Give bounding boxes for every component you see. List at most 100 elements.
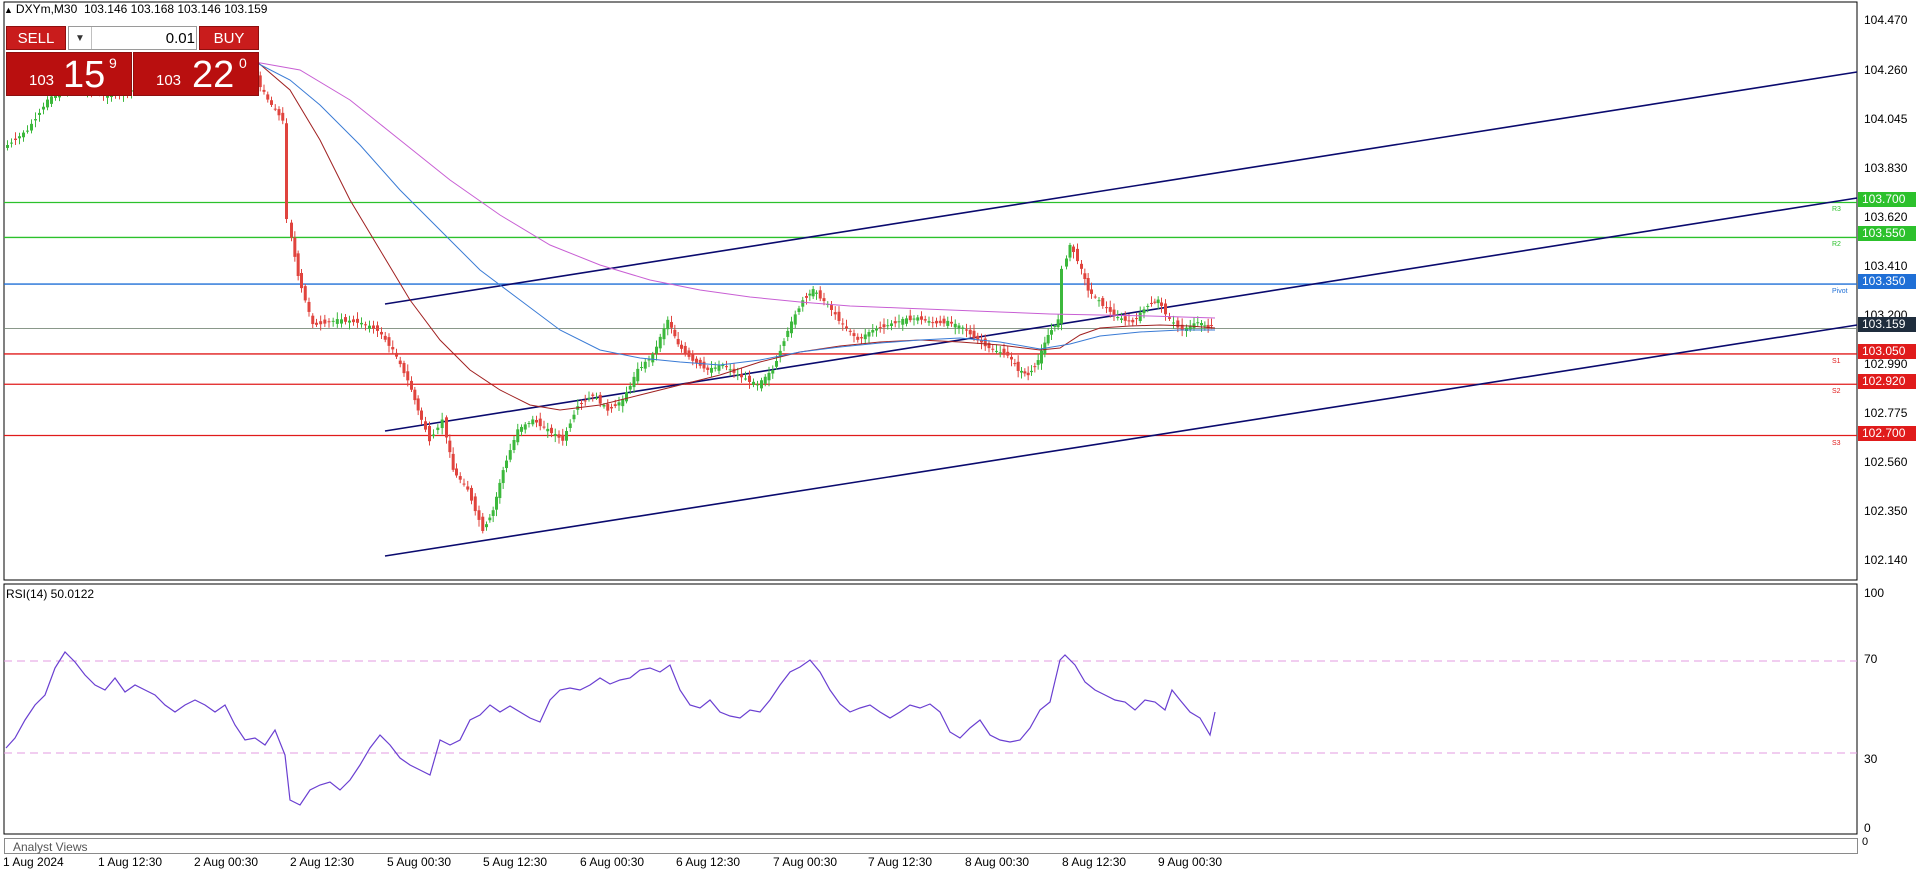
candle-body [912, 318, 916, 320]
candle-body [775, 360, 778, 367]
candle-body [1101, 298, 1105, 306]
candle-body [1086, 278, 1090, 291]
candle-body [763, 376, 767, 384]
buy-button[interactable]: BUY [199, 26, 259, 50]
candle-body [833, 312, 837, 315]
candle-body [927, 321, 931, 323]
candle-body [383, 335, 387, 340]
candle-body [1116, 316, 1120, 319]
candle-body [598, 394, 602, 404]
candle-body [748, 375, 751, 382]
candle-body [848, 330, 852, 332]
candle-body [728, 369, 732, 371]
candle-body [1112, 309, 1116, 316]
candle-body [647, 359, 651, 361]
candle-body [436, 427, 440, 431]
candle-body [860, 337, 863, 339]
moving-average-mid [254, 61, 1215, 366]
candle-body [364, 324, 367, 326]
candle-body [606, 404, 610, 411]
candle-body [348, 320, 351, 323]
level-label-r3: R3 [1832, 206, 1841, 213]
candle-body [285, 123, 288, 220]
candle-body [1050, 330, 1053, 335]
candle-body [352, 319, 355, 323]
candle-body [920, 316, 923, 320]
candle-body [953, 323, 957, 328]
candle-body [424, 421, 427, 430]
level-tag-pivot: 103.350 [1858, 274, 1916, 289]
symbol-timeframe: DXYm,M30 [15, 2, 78, 16]
buy-quote[interactable]: 103 22 0 [133, 52, 259, 96]
candle-body [311, 315, 315, 325]
candle-body [327, 321, 331, 323]
time-tick: 5 Aug 00:30 [387, 855, 452, 869]
candle-body [542, 426, 546, 428]
candle-body [1002, 348, 1006, 355]
candle-body [26, 130, 29, 132]
level-label-r2: R2 [1832, 241, 1841, 248]
candle-body [1153, 301, 1157, 303]
candle-body [572, 414, 576, 420]
chevron-down-icon[interactable]: ▼ [69, 27, 92, 49]
candle-body [376, 325, 379, 331]
sell-quote[interactable]: 103 15 9 [6, 52, 132, 96]
candle-body [965, 329, 968, 331]
candle-body [797, 308, 801, 312]
collapse-triangle-icon[interactable]: ▲ [4, 5, 13, 15]
candle-body [1172, 322, 1175, 324]
candle-body [1146, 305, 1150, 307]
candle-body [752, 381, 755, 385]
candle-body [744, 378, 747, 380]
time-tick: 8 Aug 00:30 [965, 855, 1030, 869]
moving-average-slow [254, 61, 1216, 319]
moving-average-fast [254, 59, 1216, 411]
level-label-s3: S3 [1832, 440, 1841, 447]
candle-body [687, 350, 691, 357]
time-tick: 1 Aug 12:30 [98, 855, 163, 869]
candle-body [972, 330, 976, 338]
candle-body [1105, 307, 1108, 309]
rsi-tick: 30 [1864, 752, 1878, 766]
candle-body [778, 350, 782, 358]
candle-body [961, 327, 965, 329]
candle-body [538, 418, 542, 427]
channel-lower-line [384, 324, 1858, 557]
candle-body [1056, 319, 1060, 328]
candle-body [980, 340, 983, 343]
candle-body [1026, 372, 1030, 376]
candle-body [691, 353, 695, 361]
candle-body [636, 368, 640, 382]
candle-body [34, 119, 37, 121]
candle-body [628, 385, 632, 390]
buy-quote-pips: 22 [192, 54, 235, 96]
lot-size-input[interactable] [93, 27, 197, 49]
candle-body [878, 327, 882, 329]
candle-body [1196, 322, 1200, 324]
time-tick: 8 Aug 12:30 [1062, 855, 1127, 869]
candle-body [458, 476, 462, 480]
candle-body [651, 353, 655, 363]
candle-body [565, 431, 568, 441]
candle-body [1090, 289, 1093, 294]
rsi-line [5, 651, 1216, 806]
candle-body [568, 423, 572, 428]
sell-quote-prefix: 103 [29, 72, 55, 89]
candle-body [916, 317, 920, 321]
candle-body [845, 326, 848, 329]
candle-body [923, 319, 927, 321]
sell-button[interactable]: SELL [6, 26, 66, 50]
candle-body [901, 318, 905, 325]
analyst-views-panel[interactable]: Analyst Views [4, 838, 1858, 854]
candle-body [1150, 302, 1153, 304]
candle-body [640, 367, 643, 369]
level-label-s2: S2 [1832, 388, 1841, 395]
candle-body [673, 329, 677, 337]
candle-body [890, 323, 893, 326]
candle-body [968, 329, 972, 335]
candle-body [1068, 244, 1072, 258]
level-label-pivot: Pivot [1832, 288, 1848, 295]
candle-body [1192, 323, 1196, 329]
lot-size-field[interactable]: ▼ [68, 26, 197, 50]
